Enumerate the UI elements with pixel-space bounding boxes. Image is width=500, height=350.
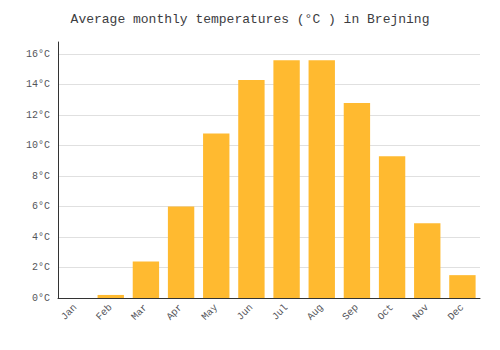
svg-text:0°C: 0°C bbox=[32, 293, 50, 304]
svg-text:16°C: 16°C bbox=[26, 49, 50, 60]
svg-text:10°C: 10°C bbox=[26, 140, 50, 151]
svg-text:Jun: Jun bbox=[235, 302, 255, 322]
svg-text:Jan: Jan bbox=[59, 302, 79, 322]
svg-text:2°C: 2°C bbox=[32, 262, 50, 273]
svg-text:Oct: Oct bbox=[375, 302, 395, 322]
svg-text:Jul: Jul bbox=[270, 302, 290, 322]
svg-text:6°C: 6°C bbox=[32, 201, 50, 212]
svg-text:Mar: Mar bbox=[129, 302, 149, 322]
svg-text:Nov: Nov bbox=[411, 302, 431, 322]
svg-text:8°C: 8°C bbox=[32, 171, 50, 182]
svg-text:May: May bbox=[200, 302, 220, 322]
svg-text:14°C: 14°C bbox=[26, 79, 50, 90]
svg-text:Aug: Aug bbox=[305, 302, 325, 322]
svg-text:Average monthly temperatures (: Average monthly temperatures (°C ) in Br… bbox=[71, 12, 430, 27]
svg-text:Dec: Dec bbox=[446, 302, 466, 322]
svg-text:4°C: 4°C bbox=[32, 232, 50, 243]
svg-text:12°C: 12°C bbox=[26, 110, 50, 121]
svg-text:Sep: Sep bbox=[340, 302, 360, 322]
svg-text:Apr: Apr bbox=[164, 302, 184, 322]
svg-text:Feb: Feb bbox=[94, 302, 114, 322]
